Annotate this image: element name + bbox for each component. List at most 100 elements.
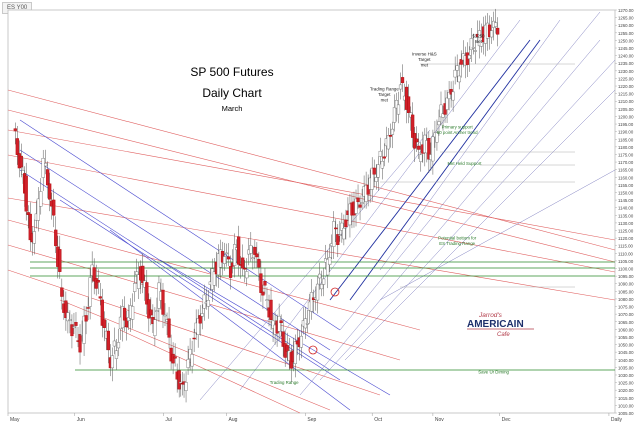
y-tick-label: 1050.00: [618, 343, 634, 348]
candle-body: [447, 92, 451, 99]
up-channel-line: [239, 19, 521, 391]
candle-body: [386, 135, 390, 150]
candle-body: [161, 289, 165, 315]
candle-body: [390, 128, 395, 135]
candle-body: [112, 340, 117, 347]
candle-body: [39, 191, 43, 207]
candle-body: [66, 312, 70, 322]
y-tick-label: 1100.00: [618, 267, 634, 272]
candle-body: [26, 212, 30, 215]
candle-body: [153, 319, 157, 336]
x-tick-label: Jun: [77, 417, 85, 423]
candle-body: [163, 314, 167, 317]
y-tick-label: 1165.00: [618, 168, 634, 173]
candle-body: [133, 283, 137, 292]
chart-subtitle: Daily Chart: [202, 86, 262, 100]
annotation-text: ES Trading Range: [439, 241, 475, 246]
candle-body: [340, 222, 344, 231]
candle-body: [149, 309, 153, 316]
candle-body: [356, 197, 360, 203]
y-tick-label: 1060.00: [618, 327, 634, 332]
y-tick-label: 1025.00: [618, 381, 634, 386]
candle-body: [86, 307, 90, 309]
y-tick-label: 1185.00: [618, 137, 634, 142]
candle-body: [82, 315, 86, 344]
candle-body: [374, 177, 378, 182]
candle-body: [473, 50, 477, 52]
date-axis: May Jun Jul Aug Sep Oct Nov Dec Daily: [7, 413, 623, 423]
candle-body: [358, 204, 362, 208]
annotation-text: met: [475, 39, 483, 44]
candle-body: [70, 324, 74, 337]
up-channel-line: [339, 11, 601, 331]
candle-body: [177, 370, 181, 390]
candle-body: [186, 359, 190, 368]
y-tick-label: 1105.00: [618, 259, 634, 264]
candle-body: [200, 313, 204, 317]
svg-text:AMERICAIN: AMERICAIN: [467, 319, 524, 330]
y-tick-label: 1190.00: [618, 130, 634, 135]
candle-body: [344, 219, 348, 228]
y-tick-label: 1110.00: [618, 251, 634, 256]
y-tick-label: 1015.00: [618, 396, 634, 401]
marker-circle: [308, 345, 318, 355]
candle-body: [471, 47, 475, 49]
chart-subtitle-month: March: [222, 104, 243, 113]
candle-body: [415, 138, 419, 143]
candle-body: [110, 355, 115, 369]
candle-body: [453, 69, 457, 78]
y-tick-label: 1170.00: [618, 160, 634, 165]
candle-body: [167, 318, 171, 338]
candle-body: [60, 287, 64, 297]
candle-body: [52, 199, 56, 216]
candle-body: [58, 249, 62, 272]
candle-body: [116, 342, 121, 349]
y-tick-label: 1210.00: [618, 99, 634, 104]
candle-body: [417, 145, 421, 150]
candle-body: [457, 75, 461, 83]
candle-body: [261, 291, 265, 296]
y-tick-label: 1070.00: [618, 312, 634, 317]
x-tick-label: Dec: [502, 417, 511, 423]
candle-body: [202, 294, 206, 309]
y-tick-label: 1040.00: [618, 358, 634, 363]
candle-body: [366, 185, 370, 195]
candle-body: [315, 283, 320, 301]
candle-body: [36, 198, 40, 221]
x-tick-label: Daily: [611, 417, 623, 423]
candle-body: [336, 234, 340, 245]
annotation-text: 50 point Archer trend: [437, 130, 478, 135]
candle-body: [226, 256, 231, 260]
primary-trend-line: [329, 39, 531, 301]
y-tick-label: 1005.00: [618, 411, 634, 416]
candle-body: [94, 278, 98, 289]
candle-body: [320, 284, 324, 290]
candle-body: [255, 253, 259, 258]
candle-body: [279, 320, 283, 324]
annotation-text: Save Ur Diming: [478, 369, 509, 374]
x-tick-label: Aug: [229, 417, 238, 423]
x-tick-label: Nov: [435, 417, 444, 423]
candlesticks: [13, 8, 500, 403]
candle-body: [496, 27, 500, 35]
candle-body: [394, 100, 399, 109]
candle-body: [437, 121, 441, 126]
annotation-text: Trading Range: [270, 380, 299, 385]
annotation-text: Potential bottom for: [438, 236, 477, 241]
y-tick-label: 1240.00: [618, 54, 634, 59]
blue-trend-line: [19, 119, 341, 331]
candle-body: [13, 128, 17, 131]
candle-body: [342, 228, 346, 240]
candle-body: [124, 317, 129, 328]
y-tick-label: 1075.00: [618, 305, 634, 310]
candle-body: [48, 183, 52, 200]
candle-body: [455, 65, 459, 71]
candle-body: [122, 307, 127, 321]
y-tick-label: 1065.00: [618, 320, 634, 325]
y-tick-label: 1250.00: [618, 38, 634, 43]
marker-circle: [330, 287, 340, 297]
candle-body: [392, 107, 397, 123]
svg-text:Cafe: Cafe: [497, 332, 510, 338]
candle-body: [328, 257, 332, 265]
